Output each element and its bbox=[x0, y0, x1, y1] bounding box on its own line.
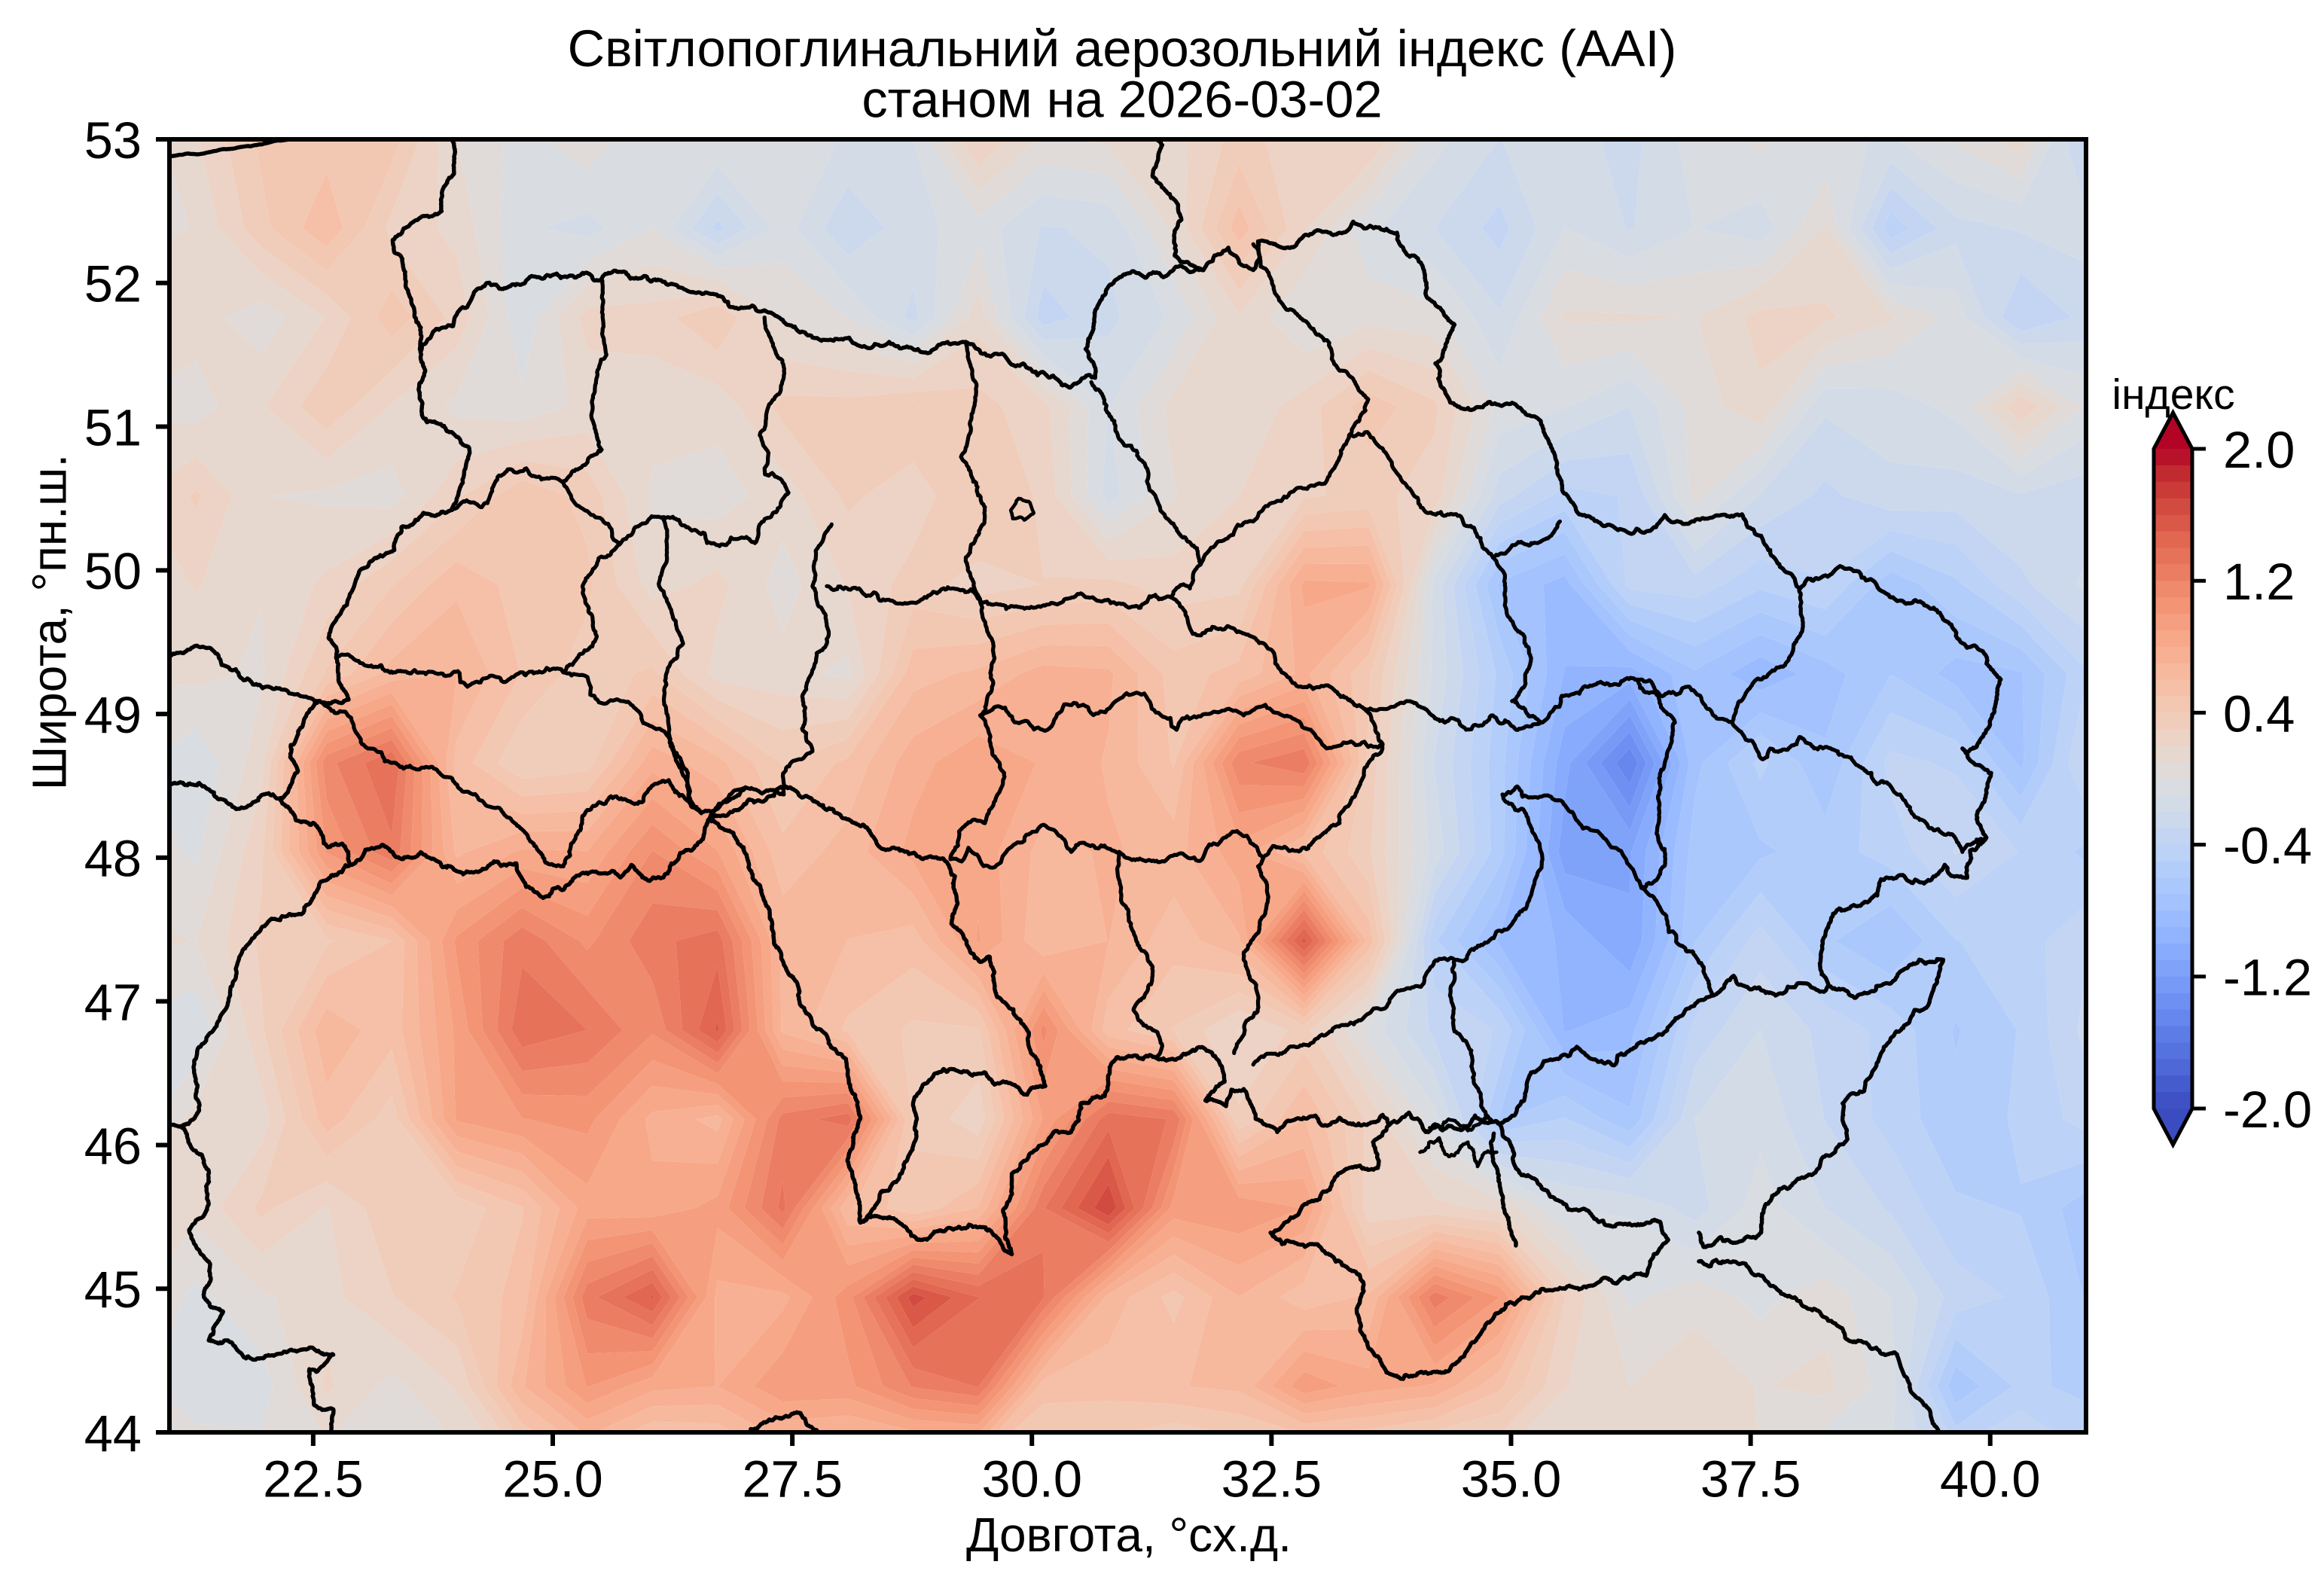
svg-text:Довгота, °сх.д.: Довгота, °сх.д. bbox=[966, 1508, 1292, 1562]
svg-text:37.5: 37.5 bbox=[1700, 1450, 1801, 1508]
svg-text:53: 53 bbox=[84, 111, 142, 169]
svg-text:52: 52 bbox=[84, 255, 142, 313]
svg-text:44: 44 bbox=[84, 1404, 142, 1462]
svg-text:Світлопоглинальний аерозольний: Світлопоглинальний аерозольний індекс (A… bbox=[568, 20, 1677, 78]
svg-text:32.5: 32.5 bbox=[1221, 1450, 1322, 1508]
svg-text:0.4: 0.4 bbox=[2223, 685, 2295, 743]
svg-text:30.0: 30.0 bbox=[981, 1450, 1082, 1508]
svg-text:47: 47 bbox=[84, 974, 142, 1032]
svg-text:35.0: 35.0 bbox=[1461, 1450, 1562, 1508]
svg-text:45: 45 bbox=[84, 1261, 142, 1319]
svg-text:-0.4: -0.4 bbox=[2223, 816, 2312, 874]
svg-text:40.0: 40.0 bbox=[1940, 1450, 2041, 1508]
svg-text:49: 49 bbox=[84, 686, 142, 744]
svg-text:27.5: 27.5 bbox=[742, 1450, 843, 1508]
svg-text:1.2: 1.2 bbox=[2223, 553, 2295, 611]
svg-text:46: 46 bbox=[84, 1117, 142, 1175]
svg-text:48: 48 bbox=[84, 830, 142, 888]
svg-text:станом на 2026-03-02: станом на 2026-03-02 bbox=[862, 71, 1382, 129]
svg-text:25.0: 25.0 bbox=[502, 1450, 603, 1508]
svg-text:51: 51 bbox=[84, 398, 142, 456]
svg-text:-1.2: -1.2 bbox=[2223, 949, 2312, 1007]
svg-text:50: 50 bbox=[84, 542, 142, 600]
svg-text:-2.0: -2.0 bbox=[2223, 1081, 2312, 1139]
svg-text:індекс: індекс bbox=[2112, 371, 2234, 419]
svg-text:Широта, °пн.ш.: Широта, °пн.ш. bbox=[23, 454, 77, 790]
svg-text:22.5: 22.5 bbox=[263, 1450, 364, 1508]
svg-text:2.0: 2.0 bbox=[2223, 421, 2295, 479]
